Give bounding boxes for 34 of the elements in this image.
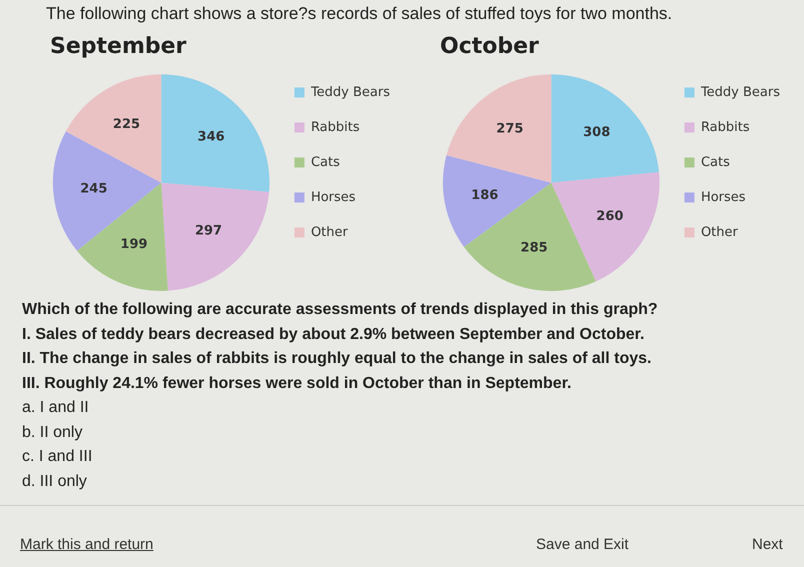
text: d. III only: [22, 472, 88, 492]
chart-title: September: [50, 34, 187, 59]
legend-label: Other: [700, 224, 739, 240]
text: b. II only: [22, 422, 84, 442]
text: c. I and III: [22, 447, 94, 467]
legend-label: Teddy Bears: [700, 84, 780, 100]
text: I. Sales of teddy bears decreased by about 2.9% between September and October.: [22, 324, 646, 344]
data-label: 285: [520, 240, 548, 256]
data-label: 275: [496, 122, 524, 136]
legend-label: Teddy Bears: [310, 84, 390, 100]
text: II. The change in sales of rabbits is roughly equal to the change in sales of all toys.: [22, 349, 652, 369]
data-label: 199: [120, 237, 148, 252]
legend-label: Other: [310, 224, 349, 240]
data-label: 186: [471, 188, 498, 203]
text: Next: [752, 536, 783, 553]
text: Mark this and return: [20, 536, 154, 553]
legend-label: Horses: [310, 190, 356, 205]
legend-label: Horses: [700, 190, 746, 205]
text: a. I and II: [22, 398, 90, 418]
data-label: 308: [583, 124, 610, 140]
data-label: 346: [198, 129, 225, 144]
text: Save and Exit: [536, 536, 629, 553]
text: Which of the following are accurate assessments of trends displayed in this graph?: [22, 300, 658, 320]
data-label: 297: [194, 224, 222, 239]
legend-label: Rabbits: [700, 120, 750, 135]
data-label: 260: [596, 208, 624, 224]
text: III. Roughly 24.1% fewer horses were sold in October than in September.: [22, 374, 572, 394]
text: The following chart shows a store?s records of sales of stuffed toys for two months.: [46, 4, 672, 24]
legend-label: Cats: [310, 154, 340, 170]
data-label: 225: [112, 116, 140, 132]
data-label: 245: [80, 181, 108, 196]
chart-title: October: [440, 34, 540, 59]
legend-label: Rabbits: [310, 120, 360, 135]
legend-label: Cats: [700, 154, 730, 170]
